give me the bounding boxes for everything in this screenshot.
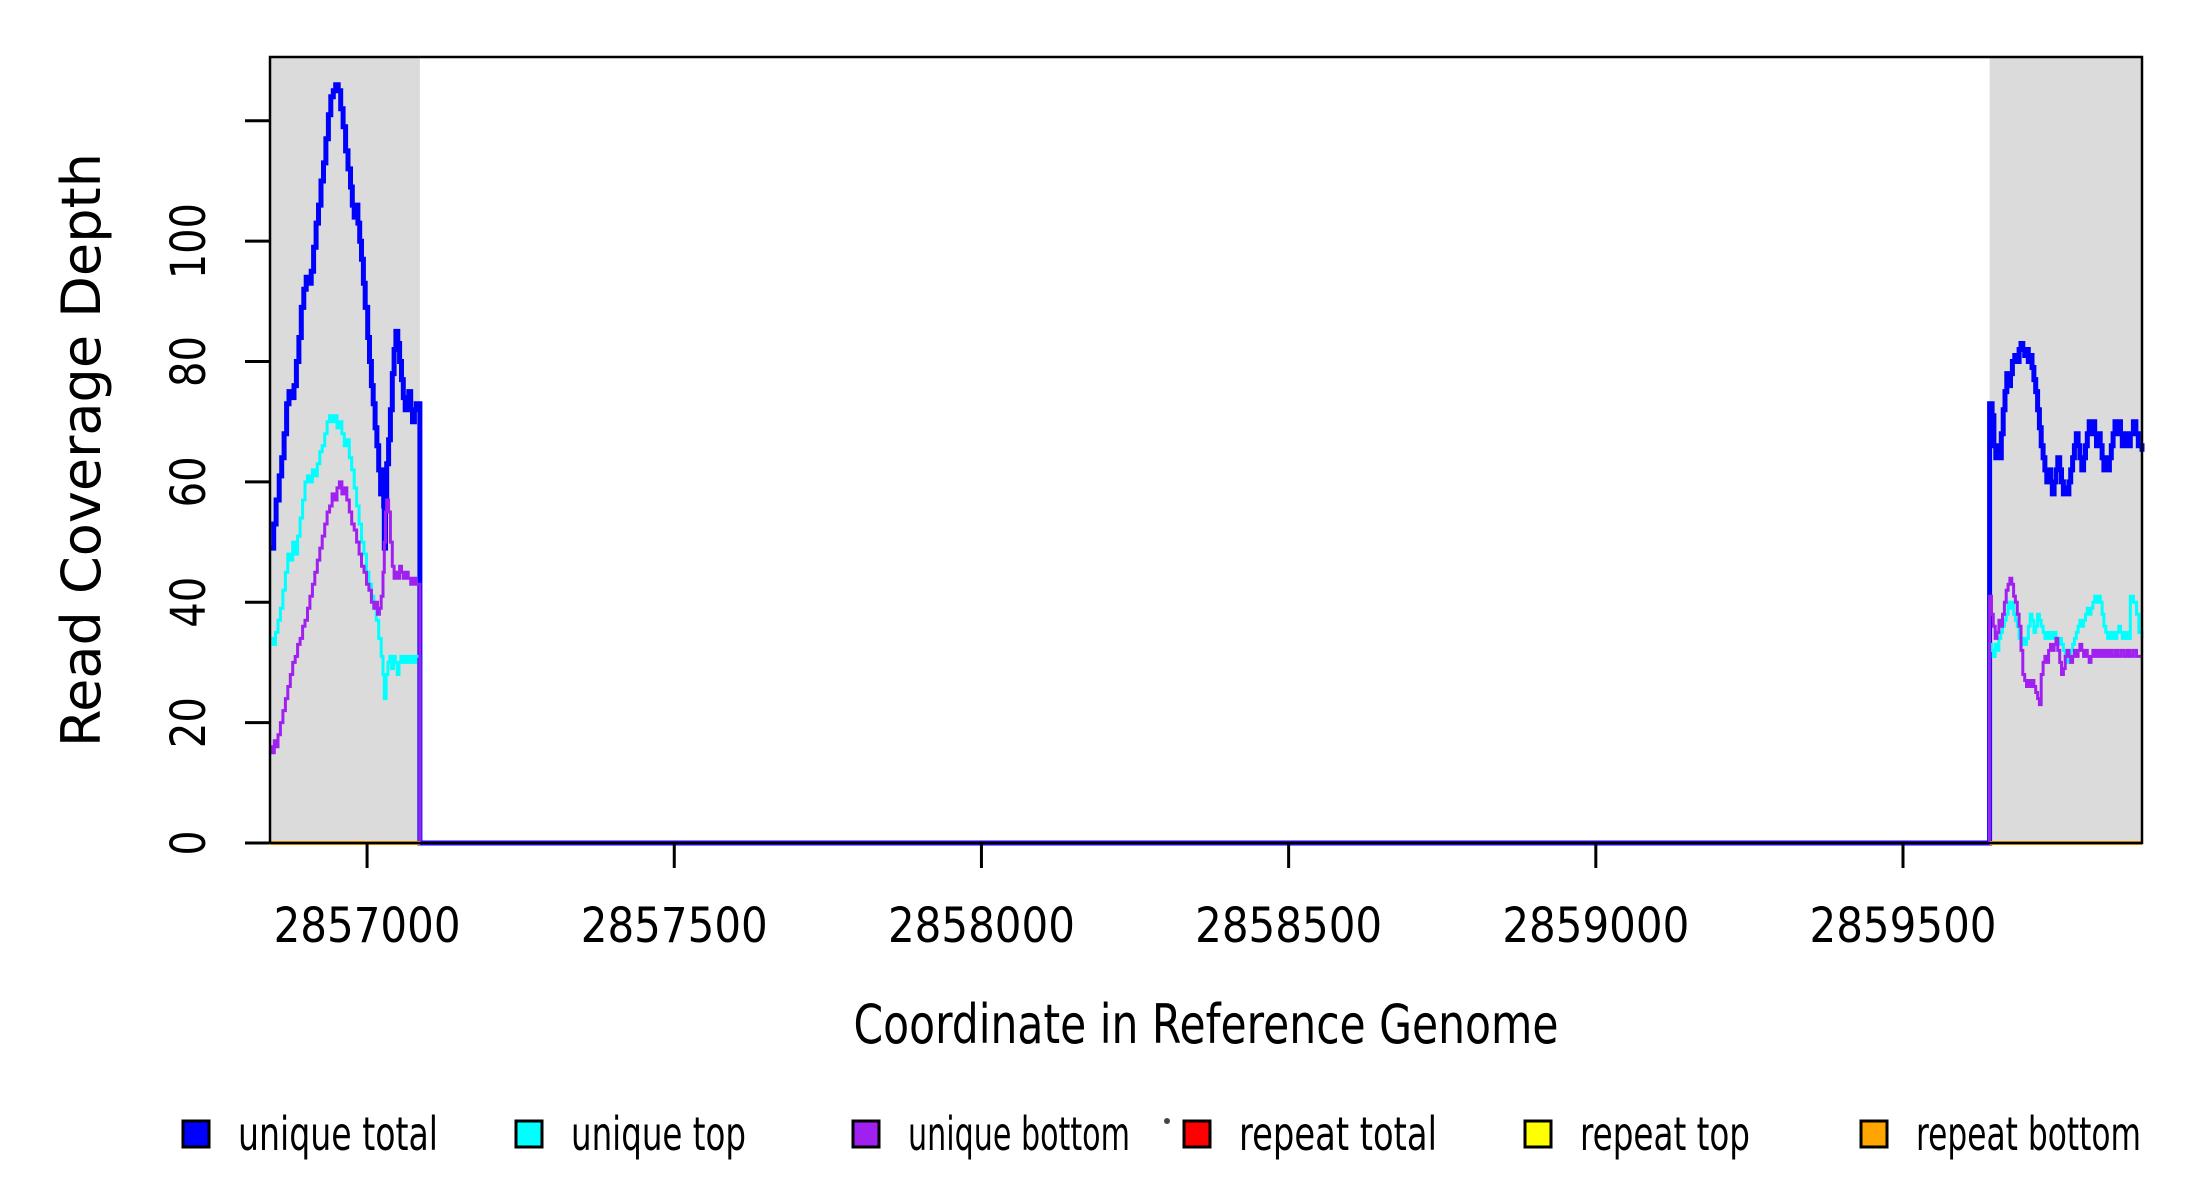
legend-label: unique bottom xyxy=(908,1107,1130,1161)
legend-label: repeat bottom xyxy=(1916,1107,2141,1161)
legend-swatch-repeat-top xyxy=(1523,1119,1553,1149)
legend-swatch-repeat-total xyxy=(1182,1119,1212,1149)
y-tick-label: 40 xyxy=(161,577,217,628)
y-tick-label: 60 xyxy=(161,456,217,507)
x-tick-label: 2859000 xyxy=(1502,898,1689,954)
legend-item-unique-top: unique top xyxy=(514,1107,746,1161)
series-unique-top-line xyxy=(270,414,2144,845)
y-tick-label: 20 xyxy=(161,697,217,748)
legend-swatch-unique-top xyxy=(514,1119,544,1149)
legend-swatch-unique-total xyxy=(181,1119,211,1149)
legend-item-unique-bottom: unique bottom xyxy=(851,1107,1130,1161)
legend-label: repeat total xyxy=(1239,1107,1437,1161)
x-tick-label: 2857000 xyxy=(274,898,461,954)
legend-label: repeat top xyxy=(1580,1107,1750,1161)
legend-item-repeat-bottom: repeat bottom xyxy=(1859,1107,2141,1161)
stray-dot xyxy=(1164,1118,1170,1124)
y-axis-title: Read Coverage Depth xyxy=(50,153,113,747)
legend-item-repeat-top: repeat top xyxy=(1523,1107,1750,1161)
series-unique-total-line xyxy=(270,82,2145,846)
plot-border xyxy=(268,55,2144,845)
x-axis-ticks: 2857000 2857500 2858000 2858500 2859000 28595… xyxy=(274,844,1997,954)
legend-item-unique-total: unique total xyxy=(181,1107,438,1161)
legend-label: unique top xyxy=(571,1107,746,1161)
series-lines xyxy=(270,82,2145,846)
x-tick-label: 2858000 xyxy=(888,898,1075,954)
y-tick-label: 80 xyxy=(161,336,217,387)
y-axis-ticks: 0 20 40 60 80 100 xyxy=(161,119,269,856)
legend-swatch-unique-bottom xyxy=(851,1119,881,1149)
y-tick-label: 100 xyxy=(161,203,217,279)
x-axis-title: Coordinate in Reference Genome xyxy=(854,993,1559,1056)
legend: unique total unique top unique bottom repea… xyxy=(181,1107,2141,1161)
x-tick-label: 2857500 xyxy=(581,898,768,954)
highlight-region-right-flank xyxy=(1989,57,2142,843)
legend-swatch-repeat-bottom xyxy=(1859,1119,1889,1149)
highlight-regions xyxy=(270,57,2142,843)
y-tick-label: 0 xyxy=(161,831,217,856)
legend-label: unique total xyxy=(238,1107,438,1161)
series-unique-bottom-line xyxy=(270,480,2142,845)
highlight-region-left-flank xyxy=(270,57,420,843)
x-tick-label: 2858500 xyxy=(1195,898,1382,954)
x-tick-label: 2859500 xyxy=(1810,898,1997,954)
legend-item-repeat-total: repeat total xyxy=(1182,1107,1437,1161)
